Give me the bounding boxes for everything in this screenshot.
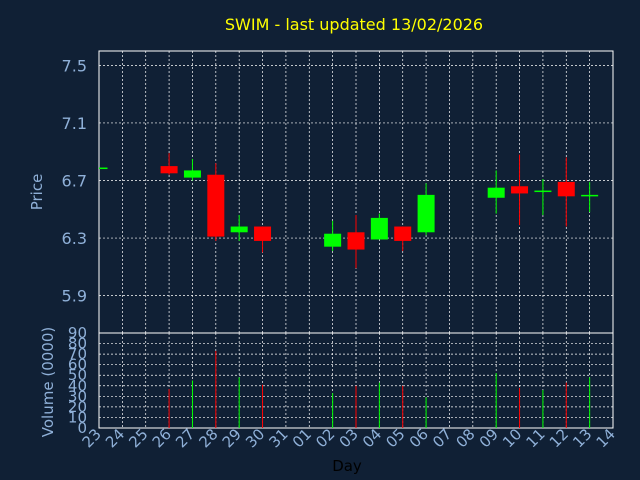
- price-axis-label: Price: [28, 174, 46, 211]
- volume-bars: [168, 350, 591, 428]
- candlesticks: [99, 153, 599, 269]
- x-tick-label: 27: [172, 425, 198, 451]
- candle-body: [534, 190, 552, 193]
- volume-tick-label: 90: [68, 324, 87, 342]
- price-tick-label: 7.1: [62, 114, 87, 133]
- price-tick-label: 6.3: [62, 229, 87, 248]
- candle-body: [417, 194, 435, 233]
- volume-tick-label: 30: [68, 387, 87, 405]
- volume-tick-label: 40: [68, 377, 87, 395]
- x-tick-label: 24: [102, 425, 128, 451]
- candle-body: [347, 232, 365, 250]
- candle-body: [511, 186, 529, 194]
- x-tick-label: 07: [429, 425, 455, 451]
- candle-body: [207, 174, 225, 237]
- x-tick-label: 30: [242, 425, 268, 451]
- candle-body: [183, 170, 201, 178]
- x-tick-label: 26: [149, 425, 175, 451]
- x-tick-label: 31: [266, 425, 292, 451]
- candle-body: [370, 217, 388, 240]
- candle-body: [230, 226, 248, 233]
- price-tick-label: 7.5: [62, 56, 87, 75]
- volume-axis-label: Volume (0000): [39, 327, 57, 437]
- x-tick-label: 10: [499, 425, 525, 451]
- candle-body: [324, 233, 342, 247]
- x-tick-label: 29: [219, 425, 245, 451]
- volume-tick-label: 80: [68, 335, 87, 353]
- x-tick-label: 02: [312, 425, 338, 451]
- volume-tick-label: 70: [68, 345, 87, 363]
- volume-tick-label: 10: [68, 408, 87, 426]
- price-tick-label: 5.9: [62, 287, 87, 306]
- candle-body: [557, 181, 575, 197]
- x-tick-label: 28: [195, 425, 221, 451]
- candle-body: [394, 226, 412, 241]
- volume-tick-label: 50: [68, 366, 87, 384]
- x-tick-label: 14: [593, 425, 619, 451]
- tick-labels: 2324252627282930310102030405060708091011…: [62, 56, 619, 451]
- x-tick-label: 09: [476, 425, 502, 451]
- x-tick-label: 04: [359, 425, 385, 451]
- x-tick-label: 06: [406, 425, 432, 451]
- price-tick-label: 6.7: [62, 171, 87, 190]
- x-tick-label: 12: [546, 425, 572, 451]
- x-tick-label: 25: [125, 425, 151, 451]
- x-tick-label: 03: [336, 425, 362, 451]
- chart-title: SWIM - last updated 13/02/2026: [225, 15, 483, 34]
- volume-tick-label: 60: [68, 356, 87, 374]
- x-tick-label: 11: [523, 425, 549, 451]
- x-axis-label: Day: [332, 457, 362, 475]
- candle-body: [160, 166, 178, 174]
- x-tick-label: 08: [452, 425, 478, 451]
- volume-tick-label: 20: [68, 398, 87, 416]
- x-tick-label: 01: [289, 425, 315, 451]
- candle-body: [99, 167, 108, 170]
- volume-tick-label: 0: [77, 419, 87, 437]
- candle-body: [581, 194, 599, 197]
- candle-body: [487, 187, 505, 198]
- x-tick-label: 13: [569, 425, 595, 451]
- x-tick-label: 05: [382, 425, 408, 451]
- candle-body: [254, 226, 272, 241]
